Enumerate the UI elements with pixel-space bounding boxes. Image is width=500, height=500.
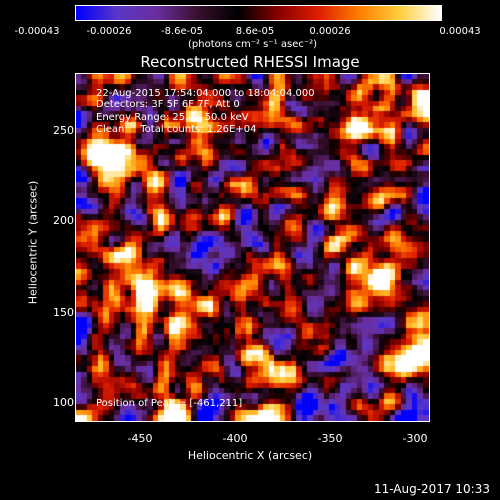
info-detectors: Detectors: 3F 5F 6F 7F, Att 0 (96, 99, 240, 110)
info-energy-range: Energy Range: 25.0 - 50.0 keV (96, 112, 249, 123)
plot-title: Reconstructed RHESSI Image (140, 53, 360, 71)
colorbar-tick: -0.00026 (86, 26, 132, 37)
colorbar-tick: -0.00043 (14, 26, 60, 37)
y-tick-label: 200 (53, 214, 74, 227)
colorbar-tick: 8.6e-05 (235, 26, 275, 37)
colorbar-tick: 0.00026 (309, 26, 351, 37)
info-time-range: 22-Aug-2015 17:54:04.000 to 18:04:04.000 (96, 88, 315, 99)
info-clean-counts: Clean Total counts: 1.26E+04 (96, 124, 257, 135)
x-tick-label: -350 (317, 432, 343, 445)
info-peak-position: Position of Peak = [-461,211] (96, 398, 243, 409)
image-plot: 22-Aug-2015 17:54:04.000 to 18:04:04.000… (75, 73, 430, 422)
y-tick-label: 150 (53, 306, 74, 319)
colorbar-units: (photons cm⁻² s⁻¹ asec⁻²) (188, 39, 318, 50)
y-tick-label: 250 (53, 124, 74, 137)
x-tick-label: -400 (222, 432, 248, 445)
x-tick-label: -450 (127, 432, 153, 445)
timestamp: 11-Aug-2017 10:33 (373, 482, 490, 496)
colorbar (75, 5, 442, 21)
rhessi-image (76, 74, 429, 421)
x-axis-label: Heliocentric X (arcsec) (187, 449, 313, 462)
y-axis-label: Heliocentric Y (arcsec) (26, 180, 40, 305)
colorbar-tick: -8.6e-05 (161, 26, 203, 37)
colorbar-tick: 0.00043 (439, 26, 481, 37)
x-tick-label: -300 (402, 432, 428, 445)
y-tick-label: 100 (53, 396, 74, 409)
